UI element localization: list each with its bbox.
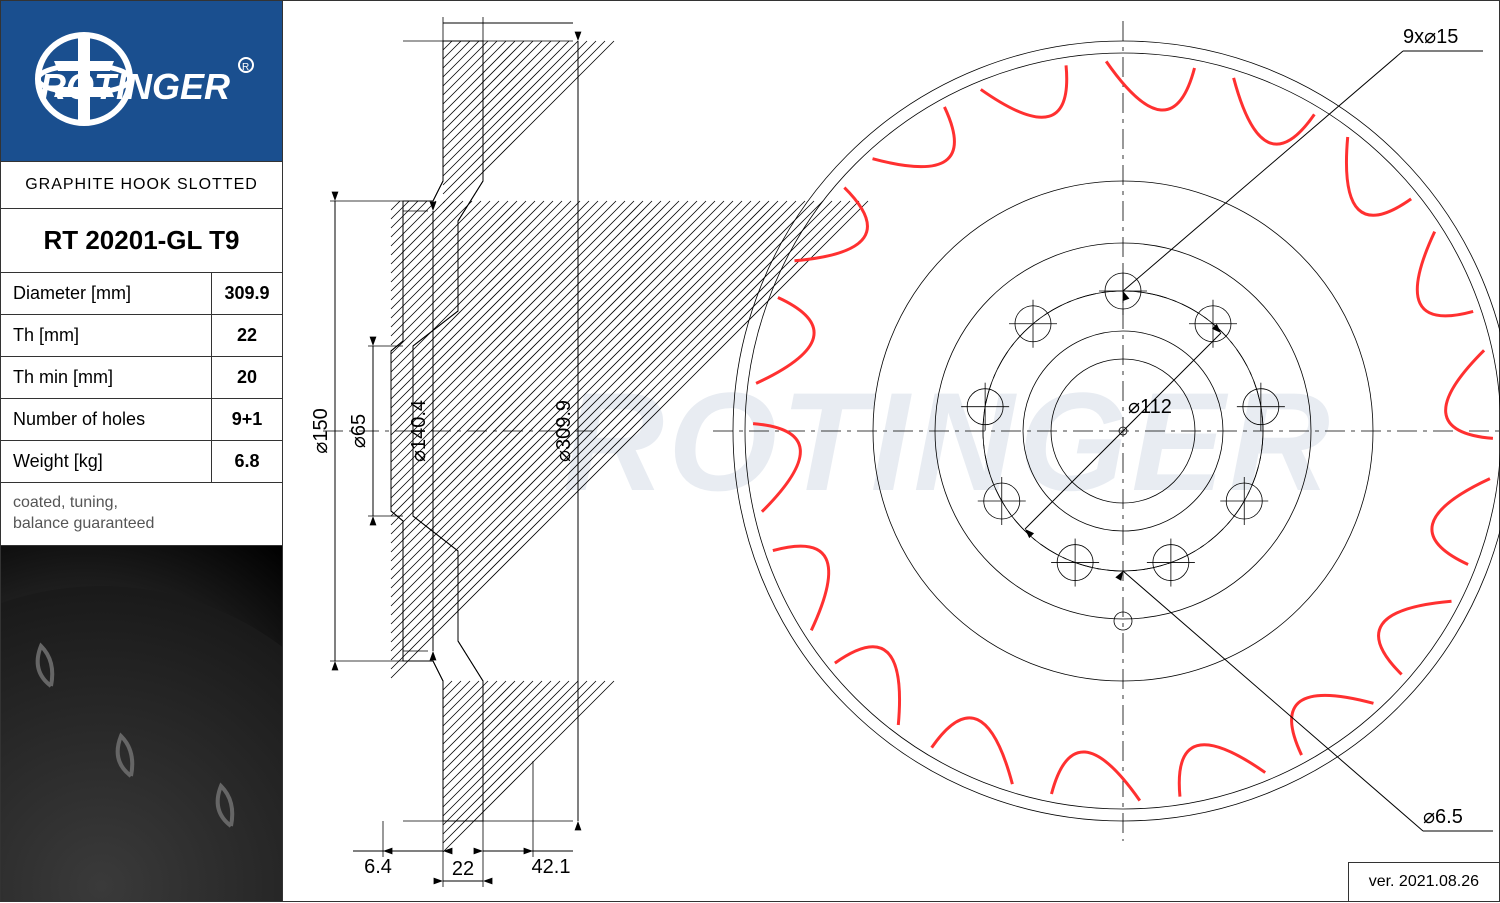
svg-text:42.1: 42.1 xyxy=(532,856,571,878)
svg-text:22: 22 xyxy=(452,858,474,880)
svg-text:⌀140.4: ⌀140.4 xyxy=(408,400,430,462)
spec-value: 20 xyxy=(212,357,282,398)
svg-text:⌀309.9: ⌀309.9 xyxy=(553,400,575,462)
version-label: ver. 2021.08.26 xyxy=(1348,862,1499,901)
spec-panel: ROTINGER R GRAPHITE HOOK SLOTTED RT 2020… xyxy=(1,1,283,901)
svg-text:R: R xyxy=(242,62,249,73)
brand-text: ROTINGER xyxy=(40,66,230,107)
spec-label: Th [mm] xyxy=(1,315,212,356)
spec-value: 6.8 xyxy=(212,441,282,482)
spec-value: 9+1 xyxy=(212,399,282,440)
svg-text:⌀112: ⌀112 xyxy=(1128,396,1172,418)
svg-text:⌀6.5: ⌀6.5 xyxy=(1423,806,1463,828)
svg-text:⌀150: ⌀150 xyxy=(310,408,332,453)
svg-text:6.4: 6.4 xyxy=(364,856,392,878)
product-subtitle: GRAPHITE HOOK SLOTTED xyxy=(1,161,282,209)
technical-drawing: ROTINGER ⌀150⌀65⌀140.4⌀309.96.42242.1⌀11… xyxy=(283,1,1499,901)
part-number: RT 20201-GL T9 xyxy=(1,209,282,273)
spec-label: Weight [kg] xyxy=(1,441,212,482)
spec-label: Number of holes xyxy=(1,399,212,440)
svg-text:⌀65: ⌀65 xyxy=(348,414,370,448)
product-photo xyxy=(1,546,282,901)
svg-text:9x⌀15: 9x⌀15 xyxy=(1403,26,1458,48)
spec-row: Diameter [mm]309.9 xyxy=(1,273,282,315)
spec-row: Number of holes9+1 xyxy=(1,399,282,441)
spec-row: Weight [kg]6.8 xyxy=(1,441,282,483)
spec-label: Diameter [mm] xyxy=(1,273,212,314)
spec-row: Th min [mm]20 xyxy=(1,357,282,399)
spec-label: Th min [mm] xyxy=(1,357,212,398)
brand-logo: ROTINGER R xyxy=(1,1,282,161)
spec-row: Th [mm]22 xyxy=(1,315,282,357)
product-notes: coated, tuning,balance guaranteed xyxy=(1,483,282,546)
spec-value: 309.9 xyxy=(212,273,282,314)
spec-value: 22 xyxy=(212,315,282,356)
